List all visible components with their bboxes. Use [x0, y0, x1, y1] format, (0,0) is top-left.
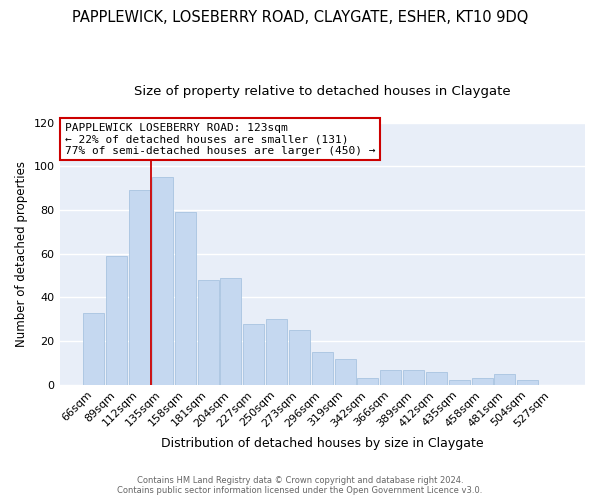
Title: Size of property relative to detached houses in Claygate: Size of property relative to detached ho… — [134, 85, 511, 98]
Bar — [312, 352, 333, 385]
Text: PAPPLEWICK, LOSEBERRY ROAD, CLAYGATE, ESHER, KT10 9DQ: PAPPLEWICK, LOSEBERRY ROAD, CLAYGATE, ES… — [72, 10, 528, 25]
Text: Contains HM Land Registry data © Crown copyright and database right 2024.
Contai: Contains HM Land Registry data © Crown c… — [118, 476, 482, 495]
Bar — [106, 256, 127, 385]
Bar — [358, 378, 379, 385]
Bar — [175, 212, 196, 385]
Bar — [472, 378, 493, 385]
Bar — [243, 324, 264, 385]
Bar — [289, 330, 310, 385]
Bar — [494, 374, 515, 385]
Bar — [152, 178, 173, 385]
Bar — [197, 280, 218, 385]
Bar — [426, 372, 447, 385]
Bar — [83, 313, 104, 385]
Bar — [517, 380, 538, 385]
Bar — [380, 370, 401, 385]
Bar — [449, 380, 470, 385]
Bar — [403, 370, 424, 385]
Y-axis label: Number of detached properties: Number of detached properties — [15, 161, 28, 347]
X-axis label: Distribution of detached houses by size in Claygate: Distribution of detached houses by size … — [161, 437, 484, 450]
Bar — [335, 358, 356, 385]
Bar — [129, 190, 150, 385]
Bar — [220, 278, 241, 385]
Bar — [266, 320, 287, 385]
Text: PAPPLEWICK LOSEBERRY ROAD: 123sqm
← 22% of detached houses are smaller (131)
77%: PAPPLEWICK LOSEBERRY ROAD: 123sqm ← 22% … — [65, 123, 375, 156]
